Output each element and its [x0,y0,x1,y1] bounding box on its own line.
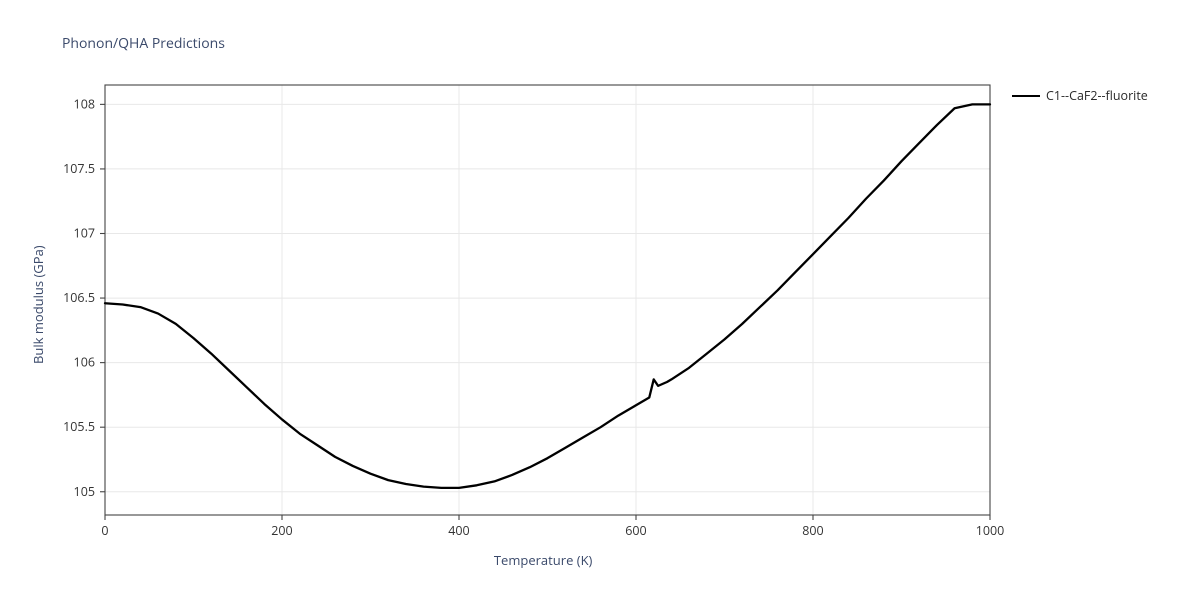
x-tick-label: 400 [448,522,469,539]
y-tick-label: 106.5 [63,289,95,306]
y-tick-label: 105 [74,483,95,500]
x-tick-label: 1000 [976,522,1005,539]
series-line [105,104,990,488]
y-tick-label: 108 [74,95,95,112]
x-axis-label: Temperature (K) [494,551,593,569]
chart-container: Phonon/QHA Predictions Bulk modulus (GPa… [0,0,1200,600]
y-tick-label: 105.5 [63,418,95,435]
x-tick-label: 800 [802,522,823,539]
y-tick-label: 106 [74,354,95,371]
legend-swatch [1012,95,1040,97]
x-tick-label: 600 [625,522,646,539]
x-tick-label: 200 [271,522,292,539]
y-tick-label: 107 [74,224,95,241]
y-axis-label: Bulk modulus (GPa) [29,246,47,365]
chart-title: Phonon/QHA Predictions [62,34,225,53]
y-tick-label: 107.5 [63,160,95,177]
legend: C1--CaF2--fluorite [1012,87,1148,104]
x-tick-label: 0 [101,522,108,539]
plot-border [105,85,990,515]
legend-label: C1--CaF2--fluorite [1046,87,1148,104]
